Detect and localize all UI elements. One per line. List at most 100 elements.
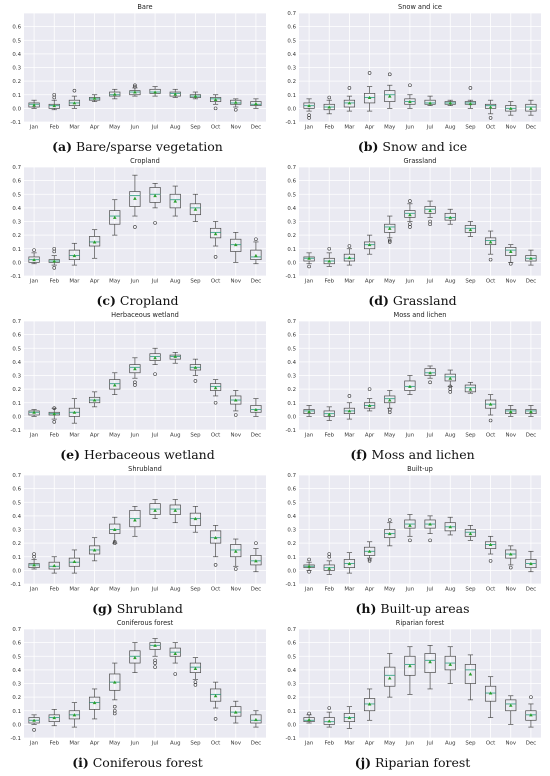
boxplot-chart: -0.1 0.0 0.1 0.2 0.3 0.4 0.5 0.6 0.7 Coniferous f… (10, 619, 266, 747)
mean-marker (254, 407, 258, 412)
x-tick-label: Jun (130, 433, 139, 439)
boxplot-chart: -0.1 0.0 0.1 0.2 0.3 0.4 0.5 0.6 0.7 Herbaceous w… (10, 311, 266, 439)
y-tick-label: 0.0 (287, 260, 296, 266)
outlier-point (112, 704, 117, 709)
x-tick-label: Feb (49, 741, 59, 747)
outlier-point (213, 400, 218, 405)
iqr-box (444, 373, 456, 382)
box-jan (303, 252, 315, 269)
x-tick-label: Sep (190, 279, 201, 285)
box-sep (464, 221, 477, 237)
x-tick-label: Jan (29, 279, 38, 285)
iqr-box (189, 203, 202, 216)
y-tick-label: 0.3 (12, 528, 21, 534)
iqr-box (169, 193, 181, 209)
outlier-point (133, 380, 137, 385)
y-tick-label: 0.7 (287, 473, 296, 479)
mean-marker (92, 96, 97, 100)
y-tick-label: 0.0 (12, 414, 21, 420)
mean-marker (133, 518, 137, 522)
box-oct (484, 394, 497, 423)
iqr-box (68, 249, 81, 261)
y-tick-label: 0.6 (12, 25, 21, 31)
y-tick-label: 0.0 (12, 722, 21, 728)
x-tick-label: Jan (304, 433, 313, 439)
x-tick-label: Jun (405, 279, 414, 285)
outlier-point (428, 222, 432, 226)
iqr-box (250, 555, 262, 566)
outlier-point (347, 244, 352, 248)
box-nov (230, 538, 242, 571)
iqr-box (209, 97, 222, 102)
box-nov (230, 700, 242, 724)
box-feb (323, 95, 335, 115)
mean-marker (72, 253, 77, 258)
mean-marker (428, 522, 432, 526)
box-jun (404, 199, 416, 229)
iqr-box (149, 353, 161, 361)
outlier-point (347, 86, 352, 90)
box-apr (88, 94, 101, 102)
iqr-box (189, 662, 202, 673)
y-tick-label: 0.0 (12, 568, 21, 574)
iqr-box (464, 664, 477, 684)
caption-letter: (j) (354, 755, 372, 770)
y-tick-label: 0.6 (12, 333, 21, 339)
caption-text: Snow and ice (378, 139, 468, 154)
caption-letter: (e) (60, 447, 81, 462)
outlier-point (52, 406, 57, 410)
x-tick-label: Jun (405, 433, 414, 439)
box-aug (169, 351, 181, 364)
outlier-point (213, 106, 218, 111)
outlier-point (213, 717, 218, 721)
mean-marker (153, 643, 157, 647)
y-tick-label: 0.3 (12, 374, 21, 380)
box-nov (505, 545, 517, 570)
mean-marker (508, 409, 513, 414)
y-tick-label: 0.5 (287, 346, 296, 352)
y-tick-label: 0.1 (12, 247, 21, 253)
x-tick-label: Jan (29, 587, 38, 593)
iqr-box (323, 410, 335, 417)
x-tick-label: Feb (324, 741, 334, 747)
mean-marker (508, 703, 513, 707)
box-aug (444, 99, 456, 107)
outlier-point (112, 541, 117, 545)
x-tick-label: Nov (230, 125, 241, 131)
box-apr (363, 387, 376, 412)
box-apr (363, 234, 376, 255)
y-tick-label: 0.1 (12, 401, 21, 407)
x-tick-label: Oct (211, 279, 220, 285)
mean-marker (387, 94, 392, 98)
iqr-box (149, 642, 161, 650)
iqr-box (303, 409, 315, 415)
y-tick-label: 0.7 (287, 627, 296, 633)
iqr-box (464, 529, 477, 537)
box-dec (525, 550, 537, 573)
y-tick-label: 0.3 (287, 528, 296, 534)
outlier-point (32, 248, 36, 252)
box-sep (189, 358, 202, 383)
box-jun (129, 174, 141, 229)
x-tick-label: Mar (69, 279, 80, 285)
mean-marker (448, 525, 453, 529)
iqr-box (109, 379, 121, 390)
outlier-point (327, 706, 332, 710)
y-tick-label: 0.2 (12, 233, 21, 239)
x-tick-label: Dec (251, 741, 261, 747)
x-tick-label: Aug (170, 279, 181, 285)
outlier-point (153, 221, 157, 225)
iqr-box (230, 544, 242, 558)
x-tick-label: Aug (445, 741, 456, 747)
figure-caption: (d) Grassland (275, 293, 550, 308)
iqr-box (109, 523, 121, 534)
x-tick-label: Mar (344, 279, 355, 285)
outlier-point (488, 257, 493, 262)
outlier-point (133, 84, 137, 89)
x-tick-label: May (109, 741, 121, 747)
iqr-box (88, 236, 101, 247)
boxplot-chart: -0.1 0.0 0.1 0.2 0.3 0.4 0.5 0.6 0.7 Moss and lic… (285, 311, 541, 439)
iqr-box (363, 241, 376, 250)
outlier-point (387, 238, 392, 243)
y-tick-label: 0.0 (287, 106, 296, 112)
